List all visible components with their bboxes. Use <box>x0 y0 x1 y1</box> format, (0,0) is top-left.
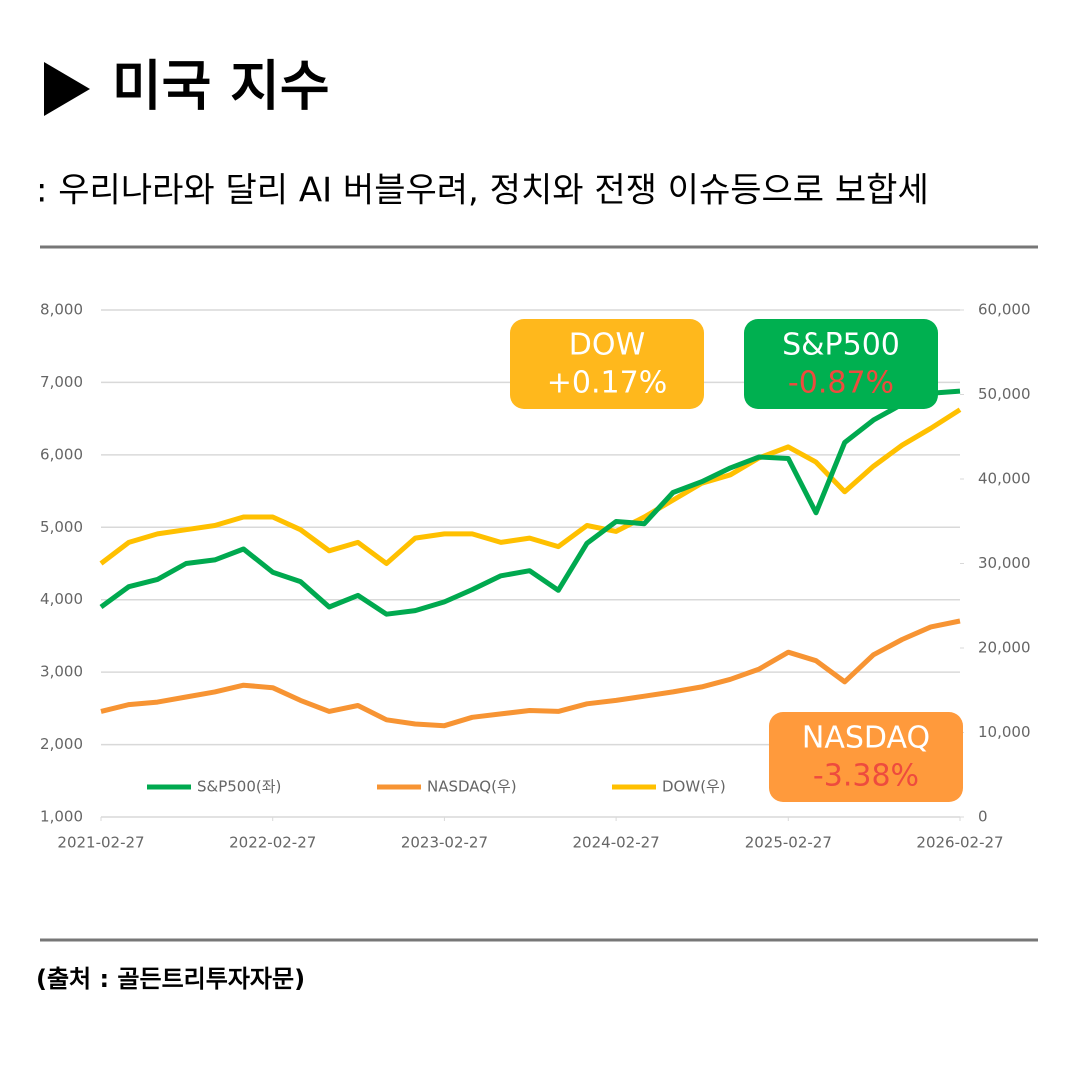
legend-label: S&P500(좌) <box>197 778 281 796</box>
annotation-title: NASDAQ <box>802 721 930 756</box>
series-line <box>99 388 961 617</box>
annotation-box <box>744 319 938 409</box>
annotation-change: -3.38% <box>813 759 919 794</box>
y-tick-label: 6,000 <box>40 445 83 463</box>
y2-tick-label: 60,000 <box>978 301 1031 319</box>
y2-tick-label: 0 <box>978 808 988 826</box>
source: (출처 : 골든트리투자자문) <box>36 965 305 993</box>
y-tick-label: 3,000 <box>40 663 83 681</box>
x-tick-label: 2025-02-27 <box>745 834 832 852</box>
legend-label: DOW(우) <box>662 778 726 796</box>
y-tick-label: 4,000 <box>40 590 83 608</box>
series-line <box>100 618 961 729</box>
x-tick-label: 2023-02-27 <box>401 834 488 852</box>
x-tick-label: 2026-02-27 <box>916 834 1003 852</box>
y2-tick-label: 50,000 <box>978 385 1031 403</box>
y-tick-label: 1,000 <box>40 808 83 826</box>
x-tick-label: 2021-02-27 <box>57 834 144 852</box>
title: 미국 지수 <box>112 55 330 118</box>
annotation-title: DOW <box>569 328 645 363</box>
y-tick-label: 8,000 <box>40 301 83 319</box>
y-tick-label: 7,000 <box>40 373 83 391</box>
y-tick-label: 2,000 <box>40 735 83 753</box>
y-tick-label: 5,000 <box>40 518 83 536</box>
y2-tick-label: 30,000 <box>978 554 1031 572</box>
title-arrow <box>44 62 90 116</box>
annotation-box <box>510 319 704 409</box>
legend-label: NASDAQ(우) <box>427 778 517 796</box>
x-tick-label: 2022-02-27 <box>229 834 316 852</box>
y2-tick-label: 20,000 <box>978 639 1031 657</box>
annotation-title: S&P500 <box>782 328 900 363</box>
annotation-box <box>769 712 963 802</box>
series-line <box>99 407 962 566</box>
y2-tick-label: 10,000 <box>978 723 1031 741</box>
y2-tick-label: 40,000 <box>978 470 1031 488</box>
annotation-change: -0.87% <box>788 366 894 401</box>
subtitle: : 우리나라와 달리 AI 버블우려, 정치와 전쟁 이슈등으로 보합세 <box>36 171 929 211</box>
x-tick-label: 2024-02-27 <box>573 834 660 852</box>
annotation-change: +0.17% <box>547 366 667 401</box>
